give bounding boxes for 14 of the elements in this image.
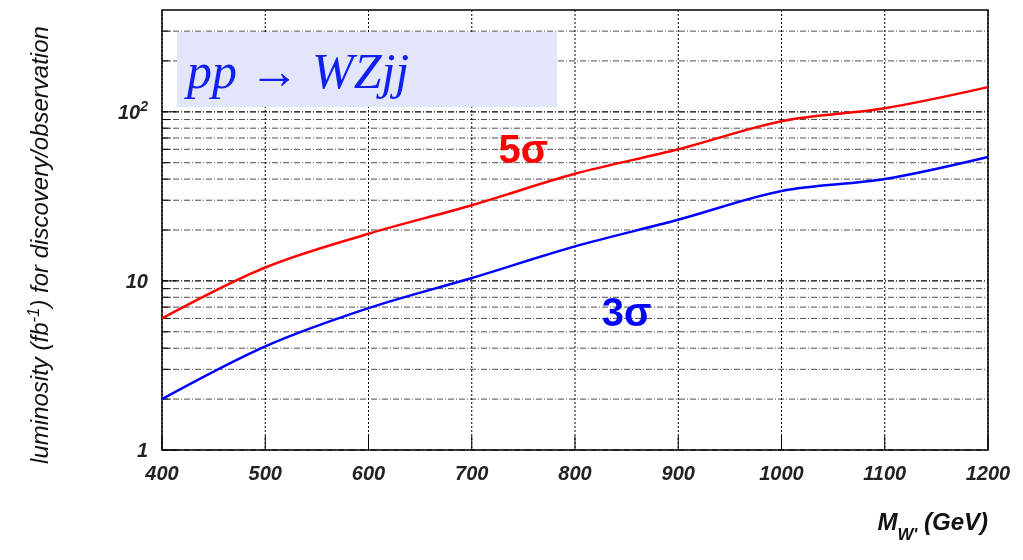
x-tick-label: 400 [144,462,179,484]
x-tick-label: 700 [455,462,489,484]
y-tick-label: 10 [125,269,148,292]
y-tick-label: 10$^{2}$ [117,97,149,123]
x-tick-label: 1000 [759,462,804,484]
y-tick-label: 1 [136,439,148,461]
x-tick-label: 800 [558,462,592,484]
x-tick-label: 900 [661,462,695,484]
x-tick-label: 1100 [863,462,907,484]
x-axis-title: M$_{W'}$ (GeV) [877,508,988,544]
annotation: pp → WZjj [184,43,410,99]
x-tick-label: 1200 [965,462,1011,484]
x-tick-label: 500 [248,462,282,484]
x-tick-label: 600 [351,462,386,484]
